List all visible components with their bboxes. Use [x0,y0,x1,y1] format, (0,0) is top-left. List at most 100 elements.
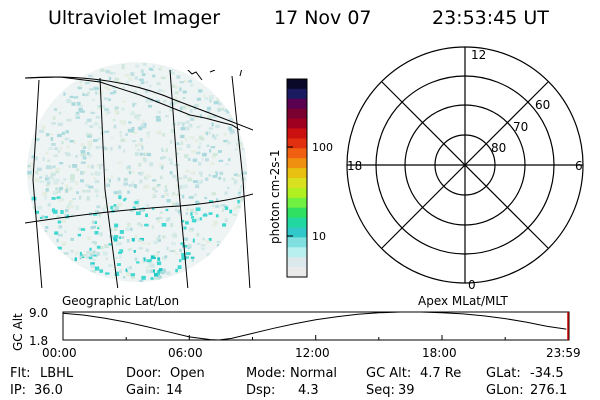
image-pixel [181,256,187,261]
image-pixel [116,110,120,115]
image-pixel [78,105,83,108]
image-pixel [156,276,161,281]
image-pixel [54,231,59,235]
image-pixel [126,239,130,243]
image-pixel [75,111,80,116]
image-pixel [147,242,151,245]
image-pixel [57,220,62,224]
altitude-ytick-1-8: 1.8 [29,334,48,348]
image-pixel [84,93,89,97]
colorbar-segment [287,217,307,229]
colorbar-label: photon cm-2s-1 [268,150,282,245]
image-pixel [96,251,100,256]
mlt-label-0: 0 [468,278,476,292]
image-pixel [119,134,122,138]
image-pixel [117,263,121,266]
status-key-dsp: Dsp: [246,383,276,398]
image-pixel [86,133,91,137]
image-pixel [177,209,182,214]
image-pixel [51,142,56,146]
image-pixel [212,153,218,156]
image-pixel [115,112,118,115]
image-pixel [191,216,195,219]
status-val-mode: Normal [290,366,338,381]
image-pixel [119,242,122,245]
image-pixel [152,269,155,273]
image-pixel [145,248,150,252]
image-pixel [230,113,235,118]
image-pixel [104,244,109,248]
image-pixel [210,146,216,149]
image-pixel [213,136,217,140]
image-pixel [161,90,166,93]
image-pixel [138,172,143,175]
image-pixel [164,255,168,259]
image-pixel [156,130,162,135]
image-pixel [52,191,57,195]
image-pixel [156,271,160,275]
image-pixel [110,228,113,232]
image-pixel [136,116,140,121]
colorbar-segment [287,88,307,100]
image-pixel [92,250,96,254]
image-pixel [174,85,179,89]
image-pixel [134,184,137,188]
image-pixel [137,148,141,152]
image-pixel [78,227,83,231]
image-pixel [152,193,155,198]
image-pixel [222,223,227,227]
image-pixel [209,200,214,203]
image-pixel [80,110,85,113]
image-pixel [134,257,138,261]
image-pixel [75,181,78,186]
image-pixel [90,172,94,176]
image-pixel [84,121,88,125]
image-pixel [60,210,64,214]
image-pixel [88,153,92,158]
image-pixel [99,165,102,170]
image-pixel [102,251,108,256]
image-pixel [139,237,144,241]
image-pixel [140,81,145,85]
image-pixel [109,72,113,75]
image-pixel [127,128,133,133]
image-pixel [129,266,132,270]
image-pixel [217,107,221,112]
image-pixel [113,227,117,231]
image-pixel [82,170,86,174]
lat-lon-grid [25,70,253,288]
image-pixel [160,271,165,275]
image-pixel [170,140,173,144]
image-pixel [158,67,162,71]
image-pixel [191,258,194,262]
image-pixel [98,214,101,218]
image-pixel [140,69,144,73]
image-pixel [224,191,228,195]
colorbar-segment [287,227,307,238]
image-pixel [149,263,155,268]
altitude-ylabel: GC Alt [11,313,25,351]
image-pixel [164,192,167,196]
image-pixel [113,204,117,208]
image-pixel [80,143,85,147]
image-pixel [156,82,161,86]
image-pixel [88,74,93,77]
image-pixel [78,108,83,112]
image-pixel [139,208,144,212]
image-pixel [82,254,88,257]
image-pixel [159,216,163,220]
image-pixel [46,184,50,187]
image-pixel [215,172,218,176]
image-pixel [183,175,188,179]
image-pixel [161,156,167,159]
image-pixel [142,242,146,245]
image-pixel [131,238,135,242]
image-pixel [146,152,152,157]
colorbar-segment [287,168,307,179]
image-pixel [171,129,175,134]
image-pixel [157,257,161,261]
image-pixel [218,159,224,162]
image-pixel [182,244,188,248]
image-pixel [127,190,130,194]
x-tick-2359: 23:59 [546,346,581,360]
